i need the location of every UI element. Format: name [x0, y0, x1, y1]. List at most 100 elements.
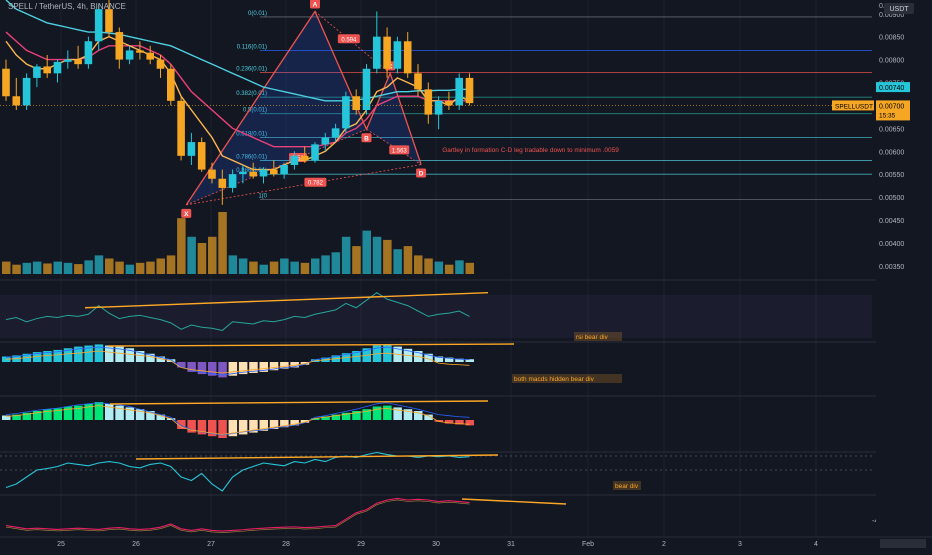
pattern-point-badge	[181, 208, 192, 218]
candle-body	[393, 41, 402, 69]
candle-body	[352, 96, 360, 110]
candle-body	[434, 100, 443, 115]
rsi-label-bg	[574, 332, 622, 341]
macd1-histogram-bar	[280, 362, 289, 369]
candle-body	[197, 142, 206, 170]
currency-badge[interactable]: USDT	[889, 6, 909, 13]
macd2-histogram-bar	[414, 411, 423, 420]
macd1-line	[5, 350, 470, 374]
rsi-line	[5, 292, 470, 331]
candle-body	[33, 66, 41, 78]
macd1-divergence-line	[107, 343, 515, 347]
macd1-histogram-bar	[32, 352, 42, 362]
candlesticks[interactable]	[2, 0, 474, 205]
macd2-histogram-bar	[341, 412, 351, 420]
volume-bar	[22, 262, 32, 274]
ema-fast-line	[5, 35, 470, 171]
candle-body	[311, 144, 319, 161]
fib-level-label: 1(0	[258, 193, 267, 199]
macd1-histogram-bar	[424, 353, 433, 362]
volume-bar	[125, 264, 135, 274]
volume-bar	[197, 243, 207, 274]
macd2-histogram-bar	[393, 407, 402, 420]
pattern-ratio-badge	[304, 177, 327, 187]
vflow-divergence-line	[461, 498, 567, 505]
time-axis[interactable]: 25 26 27 28 29 30 31 Feb 2 3 4	[0, 536, 932, 548]
fib-retracement[interactable]: 0(0.01) 0.116(0.01) 0.236(0.01) 0.382(0.01)…	[236, 11, 872, 200]
macd2-histogram-bar	[218, 420, 227, 438]
candle-body	[136, 50, 144, 53]
fib-level-label: 0.618(0.01)	[236, 132, 267, 138]
volume-bar	[187, 236, 196, 274]
volume-bar	[238, 258, 248, 274]
candle-body	[105, 9, 113, 33]
rsi-label: rsi bear div	[576, 334, 609, 341]
macd1-histogram-bar	[259, 362, 268, 372]
macd1-histogram-bar	[269, 362, 279, 371]
macd1-histogram-bar	[187, 362, 196, 372]
price-tick: 0.00900	[879, 12, 904, 19]
candle-body	[84, 41, 93, 65]
candle-body	[290, 155, 299, 165]
time-tick: 2	[662, 541, 666, 548]
candle-body	[53, 61, 62, 74]
macd1-histogram-bar	[228, 362, 238, 376]
price-tick: 0.00450	[879, 218, 904, 225]
time-tick: 30	[432, 541, 440, 548]
volume-bar	[146, 261, 155, 274]
candle-body	[218, 178, 227, 188]
osc-line	[5, 451, 470, 492]
candle-body	[455, 77, 463, 106]
macd1-histogram-bar	[197, 362, 207, 375]
price-tick: 0.00850	[879, 35, 904, 42]
volume-bar	[156, 258, 165, 274]
volume-bar	[166, 255, 176, 274]
macd1-histogram-bar	[444, 357, 454, 362]
time-axis-settings	[880, 539, 926, 548]
volume-bar	[403, 246, 413, 274]
candle-body	[43, 66, 51, 74]
time-tick: 26	[132, 541, 140, 548]
volume-bar	[455, 260, 464, 274]
macd2-histogram-bar	[238, 420, 248, 435]
volume-bar	[434, 261, 444, 274]
pattern-bcd-fill	[366, 73, 422, 165]
macd1-histogram-bar	[465, 359, 474, 362]
macd2-histogram-bar	[321, 416, 330, 420]
pattern-ratio-label: 0.782	[308, 181, 324, 187]
fib-level-label: 0(0.01)	[248, 11, 267, 17]
fib-level-label: 0.886(0.01)	[236, 168, 267, 174]
volume-bar	[331, 252, 341, 274]
macd1-histogram-bar	[105, 345, 114, 362]
macd2-histogram-bar	[135, 409, 145, 420]
macd2-histogram-bar	[32, 411, 42, 420]
macd1-histogram-bar	[177, 362, 186, 368]
volume-bar	[393, 249, 402, 274]
volume-bar	[12, 264, 21, 274]
pattern-point-label: B	[364, 135, 369, 142]
candle-body	[280, 165, 288, 175]
macd1-histogram-bar	[63, 348, 73, 362]
macd2-histogram-bar	[187, 420, 196, 433]
candle-body	[362, 68, 371, 110]
macd2-histogram-bar	[372, 406, 382, 420]
macd1-histogram-bar	[84, 345, 93, 362]
pattern-point-label: X	[184, 211, 189, 218]
osc-label-bg	[613, 481, 641, 490]
volume-bar	[280, 258, 289, 274]
macd2-histogram-bar	[424, 414, 433, 420]
price-tick: 0.00500	[879, 195, 904, 202]
vflow-line	[5, 497, 470, 532]
time-tick: 29	[357, 541, 365, 548]
fib-level-label: 0.5(0.01)	[243, 108, 267, 114]
last-price-box-bg	[876, 82, 910, 93]
ema-mid-line	[5, 31, 470, 148]
volume-bar	[362, 230, 371, 274]
symbol-price: 0.00700	[879, 103, 904, 110]
pattern-point-badge	[416, 168, 427, 178]
symbol-badge-bg	[832, 100, 874, 111]
